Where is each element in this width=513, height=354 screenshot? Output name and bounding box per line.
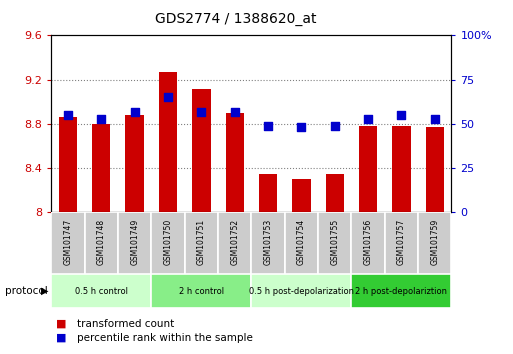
Point (330, 123, 339, 129)
Text: transformed count: transformed count (77, 319, 174, 329)
Text: GSM101755: GSM101755 (330, 219, 339, 265)
Bar (159, 72, 177, 212)
Bar (118, 212, 151, 274)
Point (97, 116, 105, 121)
Text: ■: ■ (56, 333, 67, 343)
Bar (218, 212, 251, 274)
Point (297, 125, 305, 130)
Text: GSM101752: GSM101752 (230, 219, 239, 265)
Text: 2 h post-depolariztion: 2 h post-depolariztion (356, 287, 447, 296)
Text: percentile rank within the sample: percentile rank within the sample (77, 333, 253, 343)
Point (64, 112, 72, 118)
Bar (59, 117, 77, 212)
Text: ■: ■ (56, 319, 67, 329)
Bar (418, 212, 451, 274)
Text: GSM101756: GSM101756 (364, 219, 372, 265)
Text: GSM101759: GSM101759 (430, 219, 439, 265)
Point (164, 95, 172, 100)
Bar (126, 115, 144, 212)
Text: GSM101750: GSM101750 (164, 219, 172, 265)
Point (430, 116, 439, 121)
Bar (151, 274, 251, 308)
Bar (226, 113, 244, 212)
Text: GSM101747: GSM101747 (64, 219, 72, 265)
Bar (351, 274, 451, 308)
Point (364, 116, 372, 121)
Bar (326, 174, 344, 212)
Text: GSM101757: GSM101757 (397, 219, 406, 265)
Text: 0.5 h control: 0.5 h control (75, 287, 128, 296)
Bar (426, 127, 444, 212)
Text: protocol: protocol (5, 286, 48, 296)
Text: GSM101749: GSM101749 (130, 219, 139, 265)
Bar (51, 212, 85, 274)
Point (264, 123, 272, 129)
Bar (318, 212, 351, 274)
Point (397, 112, 405, 118)
Bar (51, 274, 151, 308)
Bar (359, 126, 377, 212)
Bar (285, 212, 318, 274)
Text: 2 h control: 2 h control (179, 287, 224, 296)
Text: 0.5 h post-depolarization: 0.5 h post-depolarization (249, 287, 354, 296)
Bar (292, 179, 310, 212)
Bar (85, 212, 118, 274)
Bar (92, 124, 110, 212)
Text: GSM101753: GSM101753 (264, 219, 272, 265)
Bar (192, 88, 210, 212)
Point (130, 109, 139, 114)
Bar (185, 212, 218, 274)
Bar (251, 212, 285, 274)
Point (230, 109, 239, 114)
Point (197, 109, 205, 114)
Text: ▶: ▶ (41, 286, 49, 296)
Bar (151, 212, 185, 274)
Bar (259, 174, 277, 212)
Text: GSM101748: GSM101748 (97, 219, 106, 265)
Text: GSM101754: GSM101754 (297, 219, 306, 265)
Text: GDS2774 / 1388620_at: GDS2774 / 1388620_at (155, 12, 317, 27)
Bar (351, 212, 385, 274)
Text: GSM101751: GSM101751 (197, 219, 206, 265)
Bar (392, 126, 410, 212)
Bar (251, 274, 351, 308)
Bar (385, 212, 418, 274)
